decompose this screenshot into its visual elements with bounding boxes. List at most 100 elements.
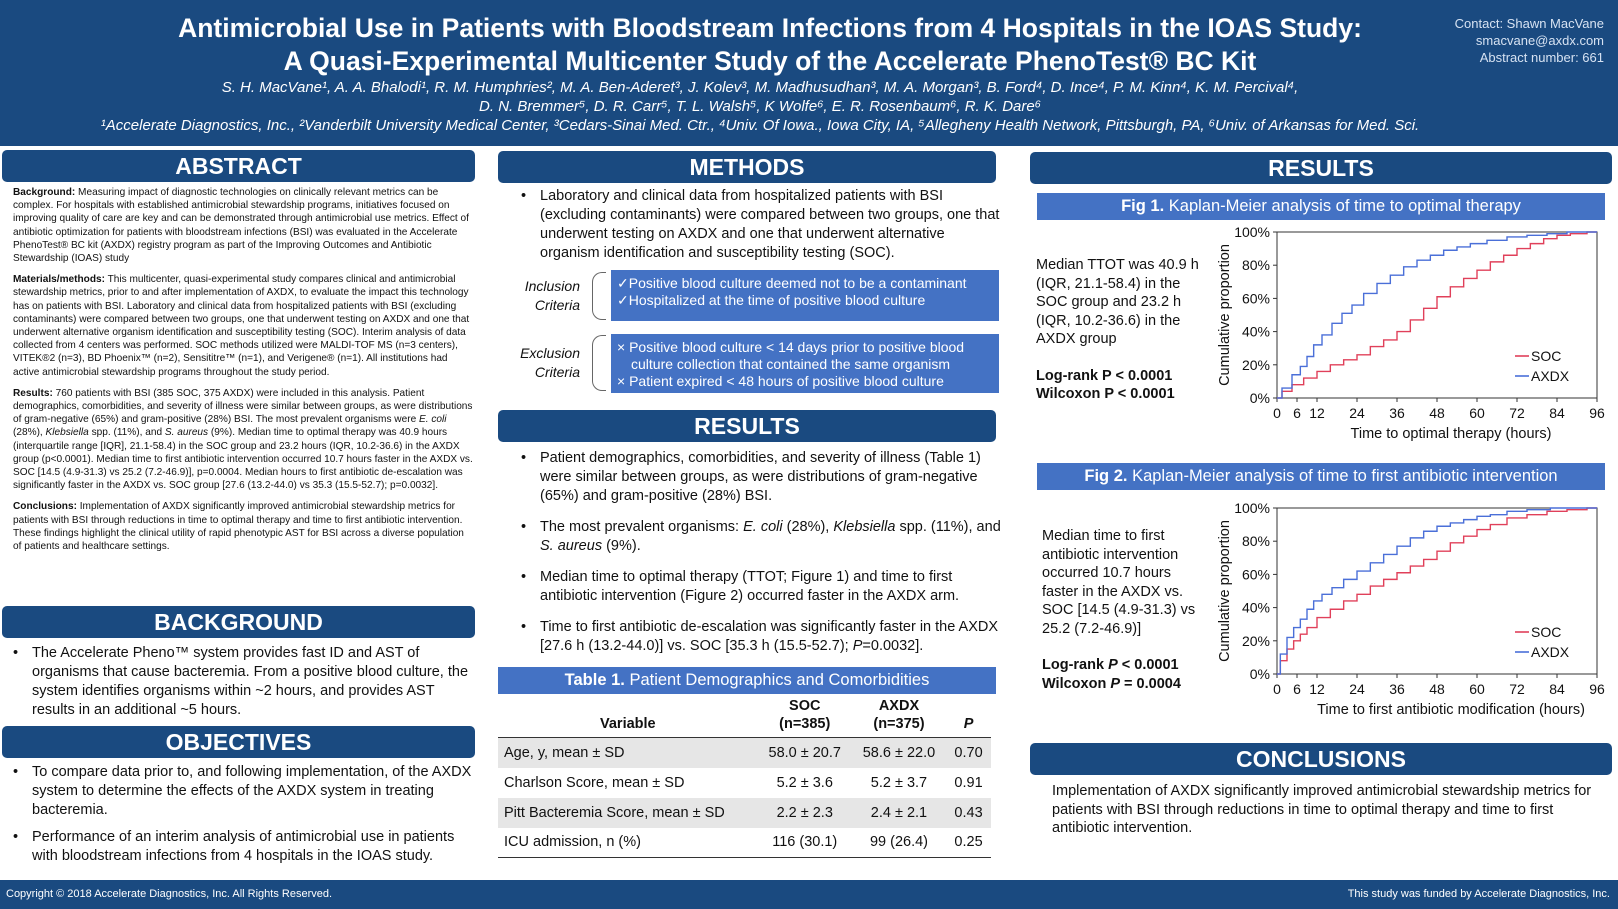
fig2-title: Fig 2. Kaplan-Meier analysis of time to … xyxy=(1037,463,1605,490)
contact-name: Contact: Shawn MacVane xyxy=(1454,16,1604,31)
title-line-2: A Quasi-Experimental Multicenter Study o… xyxy=(283,46,1257,76)
series-line-soc xyxy=(1277,231,1597,399)
y-axis-label: Cumulative proportion xyxy=(1217,244,1233,386)
abstract-conclusions: Conclusions: Implementation of AXDX sign… xyxy=(13,501,464,553)
y-tick-label: 20% xyxy=(1242,633,1270,649)
objectives-heading: OBJECTIVES xyxy=(2,726,475,758)
fig2-wilcoxon: Wilcoxon P = 0.0004 xyxy=(1042,675,1181,692)
x-tick-label: 36 xyxy=(1389,681,1405,697)
table1-title: Table 1. Patient Demographics and Comorb… xyxy=(498,667,996,694)
results-right-heading: RESULTS xyxy=(1030,152,1612,184)
x-tick-label: 60 xyxy=(1469,405,1485,421)
fig2-summary: Median time to first antibiotic interven… xyxy=(1042,527,1207,693)
x-tick-label: 12 xyxy=(1309,405,1325,421)
x-tick-label: 0 xyxy=(1273,405,1281,421)
table-row: ICU admission, n (%) 116 (30.1) 99 (26.4) 0… xyxy=(498,828,991,858)
results-bullet: Median time to optimal therapy (TTOT; Fi… xyxy=(518,568,1008,606)
y-tick-label: 80% xyxy=(1242,257,1270,273)
author-list: S. H. MacVane¹, A. A. Bhalodi¹, R. M. Hu… xyxy=(40,78,1480,116)
table-row: Pitt Bacteremia Score, mean ± SD 2.2 ± 2.… xyxy=(498,797,991,828)
table-row: Charlson Score, mean ± SD 5.2 ± 3.6 5.2 ± … xyxy=(504,774,983,791)
objectives-bullet: To compare data prior to, and following … xyxy=(10,763,480,820)
poster-footer: Copyright © 2018 Accelerate Diagnostics,… xyxy=(0,880,1618,909)
conclusions-heading: CONCLUSIONS xyxy=(1030,743,1612,775)
objectives-bullet: Performance of an interim analysis of an… xyxy=(10,828,480,866)
contact-email[interactable]: smacvane@axdx.com xyxy=(1475,33,1604,48)
title-line-1: Antimicrobial Use in Patients with Blood… xyxy=(178,13,1362,43)
series-line-axdx xyxy=(1277,231,1597,399)
y-tick-label: 0% xyxy=(1250,666,1270,682)
y-tick-label: 60% xyxy=(1242,290,1270,306)
x-tick-label: 24 xyxy=(1349,405,1365,421)
exclusion-brace xyxy=(592,335,606,391)
conclusions-text: Implementation of AXDX significantly imp… xyxy=(1052,783,1592,836)
affiliations: ¹Accelerate Diagnostics, Inc., ²Vanderbi… xyxy=(100,117,1420,134)
x-tick-label: 72 xyxy=(1509,681,1525,697)
fig1-km-chart: 0% 20% 40% 60% 80% 100% 0 6 12 24 36 48 60 72 84 96 Time… xyxy=(1217,224,1605,442)
background-heading: BACKGROUND xyxy=(2,606,475,638)
inclusion-item: ✓Hospitalized at the time of positive bl… xyxy=(617,292,926,308)
demographics-table: Variable SOC (n=385) AXDX (n=375) P Age, y… xyxy=(498,697,991,858)
methods-list: Laboratory and clinical data from hospit… xyxy=(518,187,1008,275)
x-tick-label: 6 xyxy=(1293,405,1301,421)
exclusion-item: culture collection that contained the sa… xyxy=(631,356,951,372)
exclusion-item: × Patient expired < 48 hours of positive… xyxy=(617,373,944,389)
y-tick-label: 80% xyxy=(1242,533,1270,549)
background-list: The Accelerate Pheno™ system provides fa… xyxy=(10,644,480,732)
fig2-logrank: Log-rank P < 0.0001 xyxy=(1042,657,1179,673)
legend-label-soc: SOC xyxy=(1531,348,1561,364)
results-mid-list: Patient demographics, comorbidities, and… xyxy=(518,449,1008,668)
poster-title: Antimicrobial Use in Patients with Blood… xyxy=(120,12,1420,78)
fig1-title: Fig 1. Kaplan-Meier analysis of time to … xyxy=(1037,193,1605,220)
copyright: Copyright © 2018 Accelerate Diagnostics,… xyxy=(6,888,333,900)
series-line-axdx xyxy=(1277,507,1597,675)
results-bullet: The most prevalent organisms: E. coli (2… xyxy=(518,518,1008,556)
abstract-number: Abstract number: 661 xyxy=(1479,50,1604,65)
col-axdx: AXDX (n=375) xyxy=(873,698,925,732)
legend-label-soc: SOC xyxy=(1531,624,1561,640)
background-bullet: The Accelerate Pheno™ system provides fa… xyxy=(10,644,480,720)
inclusion-label: Inclusion Criteria xyxy=(524,278,580,313)
fig2-text: Median time to first antibiotic interven… xyxy=(1042,528,1196,637)
x-tick-label: 96 xyxy=(1589,405,1605,421)
x-tick-label: 96 xyxy=(1589,681,1605,697)
funding-note: This study was funded by Accelerate Diag… xyxy=(1347,888,1610,900)
x-tick-label: 84 xyxy=(1549,681,1565,697)
col-p: P xyxy=(963,716,974,732)
y-axis-label: Cumulative proportion xyxy=(1217,520,1233,662)
x-tick-label: 0 xyxy=(1273,681,1281,697)
inclusion-item: ✓Positive blood culture deemed not to be… xyxy=(617,275,967,291)
x-axis-label: Time to first antibiotic modification (h… xyxy=(1317,702,1585,718)
results-bullet: Patient demographics, comorbidities, and… xyxy=(518,449,1008,506)
x-tick-label: 6 xyxy=(1293,681,1301,697)
table-header-row: Variable SOC (n=385) AXDX (n=375) P xyxy=(498,697,991,738)
col-soc: SOC (n=385) xyxy=(779,698,831,732)
results-mid-heading: RESULTS xyxy=(498,410,996,442)
contact-info: Contact: Shawn MacVane smacvane@axdx.com… xyxy=(1455,15,1604,66)
x-tick-label: 60 xyxy=(1469,681,1485,697)
y-tick-label: 100% xyxy=(1234,500,1270,516)
legend-label-axdx: AXDX xyxy=(1531,368,1570,384)
x-tick-label: 24 xyxy=(1349,681,1365,697)
exclusion-label: Exclusion Criteria xyxy=(520,345,580,380)
fig2-km-chart: 0% 20% 40% 60% 80% 100% 0 6 12 24 36 48 60 72 84 96Time… xyxy=(1217,500,1605,718)
author-line-1: S. H. MacVane¹, A. A. Bhalodi¹, R. M. Hu… xyxy=(221,79,1299,96)
y-tick-label: 20% xyxy=(1242,357,1270,373)
legend-label-axdx: AXDX xyxy=(1531,644,1570,660)
x-tick-label: 36 xyxy=(1389,405,1405,421)
exclusion-criteria-box: × Positive blood culture < 14 days prior… xyxy=(611,334,999,393)
x-tick-label: 48 xyxy=(1429,405,1445,421)
methods-bullet: Laboratory and clinical data from hospit… xyxy=(518,187,1008,263)
abstract-body: Background: Measuring impact of diagnost… xyxy=(13,186,475,561)
col-variable: Variable xyxy=(600,716,656,732)
results-bullet: Time to first antibiotic de-escalation w… xyxy=(518,618,1008,656)
exclusion-item: × Positive blood culture < 14 days prior… xyxy=(617,339,965,355)
fig1-text: Median TTOT was 40.9 h (IQR, 21.1-58.4) … xyxy=(1036,257,1199,347)
x-tick-label: 12 xyxy=(1309,681,1325,697)
author-line-2: D. N. Bremmer⁵, D. R. Carr⁵, T. L. Walsh… xyxy=(479,98,1041,115)
fig1-logrank: Log-rank P < 0.0001 xyxy=(1036,367,1173,384)
inclusion-brace xyxy=(592,272,606,320)
objectives-list: To compare data prior to, and following … xyxy=(10,763,480,874)
poster-header: Antimicrobial Use in Patients with Blood… xyxy=(0,0,1618,146)
table-row: Age, y, mean ± SD 58.0 ± 20.7 58.6 ± 22.0 0… xyxy=(498,737,991,768)
